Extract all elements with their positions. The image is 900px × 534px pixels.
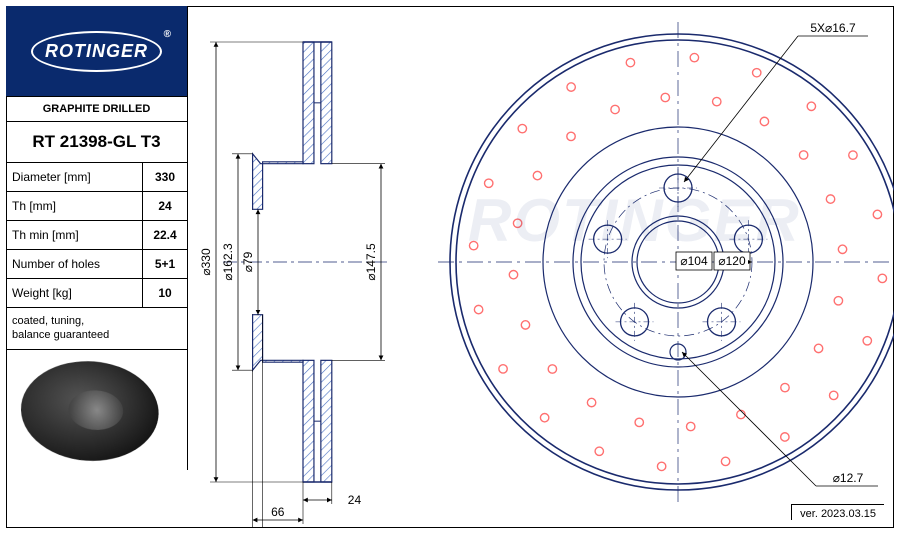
spec-notes: coated, tuning,balance guaranteed [6,308,187,350]
spec-label: Weight [kg] [6,279,143,307]
spec-row: Th [mm]24 [6,192,187,221]
spec-value: 5+1 [143,250,187,278]
spec-value: 24 [143,192,187,220]
svg-text:5X⌀16.7: 5X⌀16.7 [810,21,856,35]
spec-row: Weight [kg]10 [6,279,187,308]
svg-text:⌀120: ⌀120 [718,254,746,268]
technical-drawing: ROTINGER ⌀330⌀162.3⌀79⌀147.524667.25X⌀16… [188,6,894,528]
spec-row: Th min [mm]22.4 [6,221,187,250]
svg-text:⌀162.3: ⌀162.3 [221,243,235,281]
logo-text: ROTINGER [31,31,162,72]
spec-label: Th min [mm] [6,221,143,249]
spec-label: Number of holes [6,250,143,278]
svg-text:⌀104: ⌀104 [680,254,708,268]
svg-text:24: 24 [348,493,362,507]
svg-text:⌀79: ⌀79 [241,251,255,272]
variant-header: GRAPHITE DRILLED [6,96,187,122]
brand-logo: ROTINGER [6,6,187,96]
spec-panel: ROTINGER GRAPHITE DRILLED RT 21398-GL T3… [6,6,188,470]
product-photo [6,350,187,470]
part-number: RT 21398-GL T3 [6,122,187,163]
spec-label: Th [mm] [6,192,143,220]
spec-label: Diameter [mm] [6,163,143,191]
svg-text:⌀147.5: ⌀147.5 [364,243,378,281]
version-label: ver. 2023.03.15 [791,504,884,520]
svg-text:7.2: 7.2 [232,527,249,528]
spec-row: Number of holes5+1 [6,250,187,279]
spec-value: 22.4 [143,221,187,249]
spec-row: Diameter [mm]330 [6,163,187,192]
spec-value: 330 [143,163,187,191]
svg-text:66: 66 [271,505,285,519]
svg-text:⌀330: ⌀330 [199,248,213,276]
spec-value: 10 [143,279,187,307]
svg-text:⌀12.7: ⌀12.7 [833,471,864,485]
